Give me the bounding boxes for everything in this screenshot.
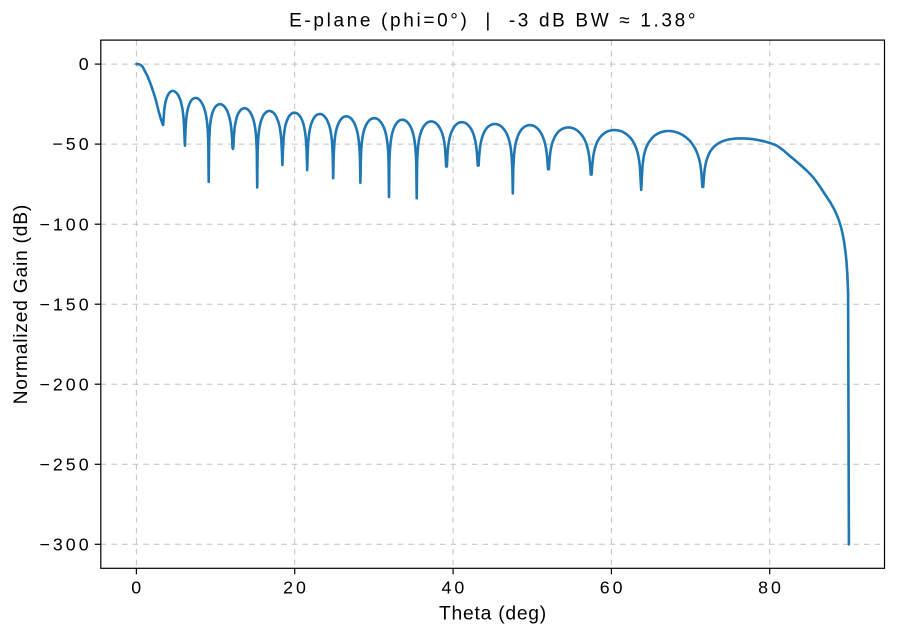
svg-text:80: 80 [758, 578, 784, 598]
svg-text:Theta (deg): Theta (deg) [439, 603, 547, 624]
svg-text:−300: −300 [40, 534, 92, 554]
svg-text:−150: −150 [40, 294, 92, 314]
svg-text:Normalized Gain (dB): Normalized Gain (dB) [11, 204, 32, 404]
svg-text:0: 0 [131, 578, 144, 598]
svg-text:−200: −200 [40, 374, 92, 394]
svg-text:−250: −250 [40, 454, 92, 474]
svg-text:60: 60 [600, 578, 626, 598]
svg-text:−100: −100 [40, 214, 92, 234]
svg-text:20: 20 [283, 578, 309, 598]
svg-text:E-plane (phi=0°) | -3 dB BW: E-plane (phi=0°) | -3 dB BW ≈ 1.38° [289, 11, 698, 32]
svg-text:−50: −50 [52, 134, 91, 154]
svg-text:0: 0 [79, 54, 92, 74]
svg-text:40: 40 [442, 578, 468, 598]
